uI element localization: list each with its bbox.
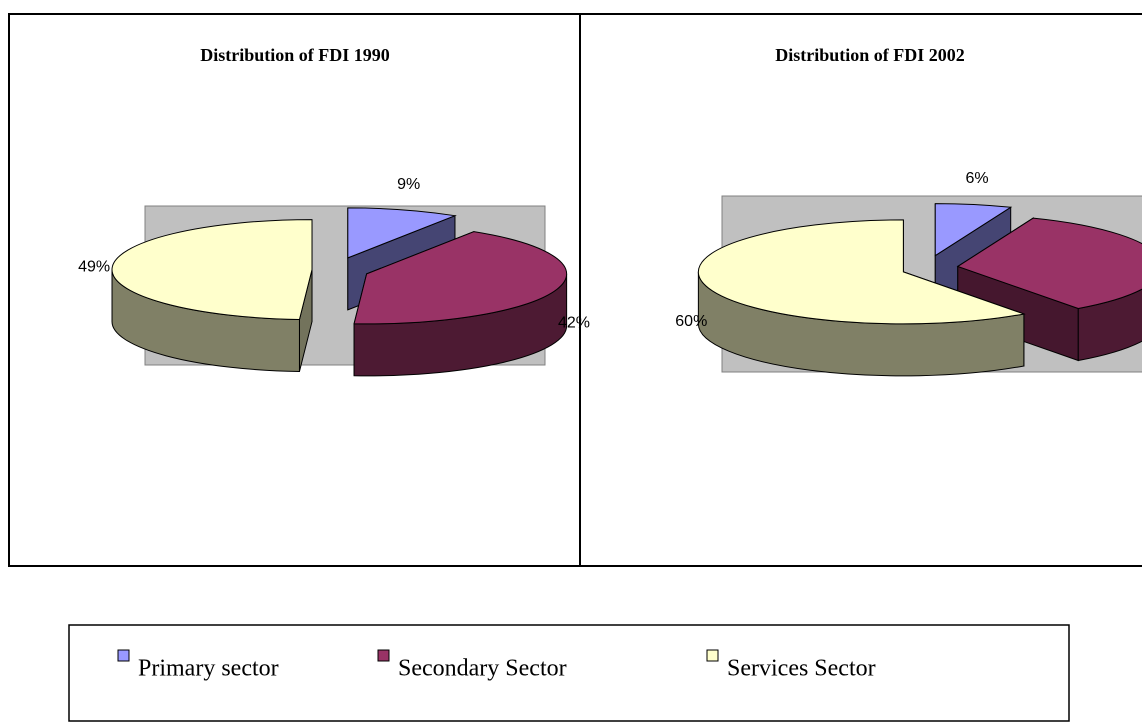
data-label: 9%	[397, 176, 420, 193]
legend-label: Primary sector	[138, 656, 279, 682]
data-label: 42%	[558, 315, 590, 332]
slice	[347, 207, 457, 259]
slice	[934, 203, 1013, 257]
data-label: 6%	[965, 170, 988, 187]
slice-side	[1077, 288, 1142, 362]
legend-swatch	[377, 649, 390, 662]
legend-swatch	[706, 649, 719, 662]
legend-label: Services Sector	[727, 656, 876, 682]
legend-swatch	[117, 649, 130, 662]
data-label: 49%	[78, 258, 110, 275]
slice	[697, 219, 1026, 325]
chart-title: Distribution of FDI 1990	[200, 45, 390, 65]
legend-box	[68, 624, 1070, 722]
slice	[111, 219, 313, 321]
slice	[353, 231, 568, 325]
slice	[956, 217, 1142, 310]
data-label: 60%	[675, 313, 707, 330]
chart-title: Distribution of FDI 2002	[775, 45, 965, 65]
legend-label: Secondary Sector	[398, 656, 567, 682]
